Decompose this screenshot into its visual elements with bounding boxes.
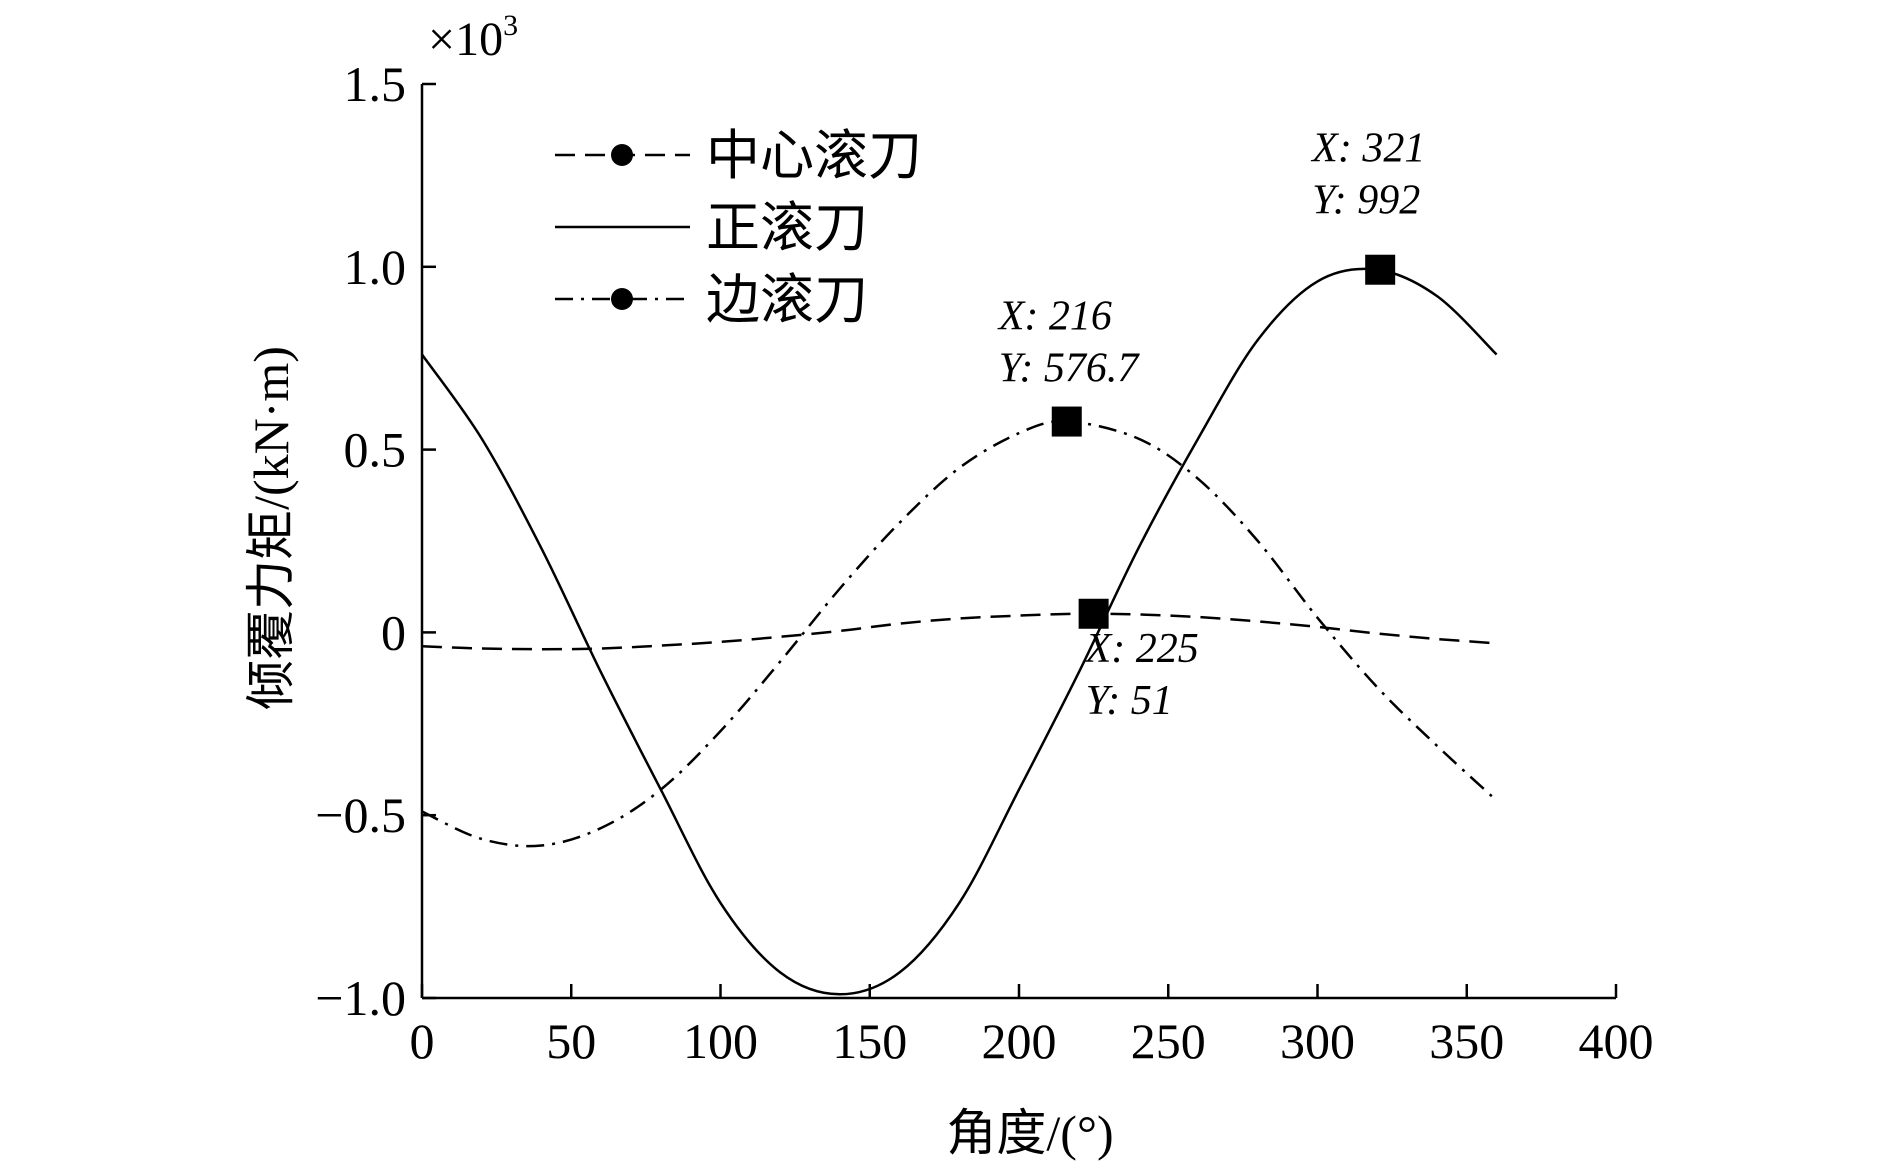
annotation-marker xyxy=(1051,406,1082,437)
y-tick-label: 0.5 xyxy=(344,422,407,478)
annotation-x-label: X: 321 xyxy=(1310,126,1425,172)
annotation-x-label: X: 216 xyxy=(997,294,1112,340)
y-tick-label: 0 xyxy=(381,604,406,660)
y-multiplier-exponent: 3 xyxy=(503,9,518,42)
x-tick-label: 150 xyxy=(832,1013,907,1069)
legend-entry-face-cutter: 正滚刀 xyxy=(555,198,868,258)
series-center-cutter-line xyxy=(421,612,1497,651)
legend-marker xyxy=(611,144,633,166)
x-tick-label: 100 xyxy=(683,1013,758,1069)
legend-label: 中心滚刀 xyxy=(706,126,922,186)
legend-entry-gauge-cutter: 边滚刀 xyxy=(555,270,868,330)
series-gauge-cutter-line xyxy=(421,420,1498,848)
y-tick-label: −0.5 xyxy=(315,787,406,843)
x-tick-label: 0 xyxy=(410,1013,435,1069)
x-tick-label: 250 xyxy=(1131,1013,1206,1069)
series-layer xyxy=(420,267,1498,996)
legend-entry-center-cutter: 中心滚刀 xyxy=(555,126,922,186)
x-tick-label: 300 xyxy=(1280,1013,1355,1069)
x-axis-label: 角度/(°) xyxy=(946,1105,1113,1161)
axes: 0 50 100 150 200 250 300 350 400 −1.0 −0.5 0 0.5 1.0 1… xyxy=(315,56,1653,1069)
annotation-markers: X: 321 Y: 992 X: 216 Y: 576.7 X: 225 Y: 51 xyxy=(997,126,1426,724)
annotation-marker xyxy=(1078,598,1109,629)
x-tick-label: 350 xyxy=(1429,1013,1504,1069)
annotation-y-label: Y: 51 xyxy=(1086,678,1173,724)
legend-label: 正滚刀 xyxy=(706,198,868,258)
annotation-x-label: X: 225 xyxy=(1084,626,1199,672)
series-face-cutter-line xyxy=(420,267,1498,996)
annotation-y-label: Y: 576.7 xyxy=(999,346,1141,392)
y-axis-label: 倾覆力矩/(kN·m) xyxy=(243,346,299,710)
x-tick-label: 200 xyxy=(982,1013,1057,1069)
annotation-y-label: Y: 992 xyxy=(1312,178,1420,224)
y-multiplier: ×103 xyxy=(428,9,518,66)
x-tick-label: 400 xyxy=(1579,1013,1654,1069)
legend-marker xyxy=(611,288,633,310)
y-tick-label: 1.5 xyxy=(344,56,407,112)
x-tick-label: 50 xyxy=(546,1013,596,1069)
annotation-marker xyxy=(1365,254,1396,285)
y-tick-label: 1.0 xyxy=(344,239,407,295)
y-tick-label: −1.0 xyxy=(315,970,406,1026)
legend-label: 边滚刀 xyxy=(706,270,868,330)
